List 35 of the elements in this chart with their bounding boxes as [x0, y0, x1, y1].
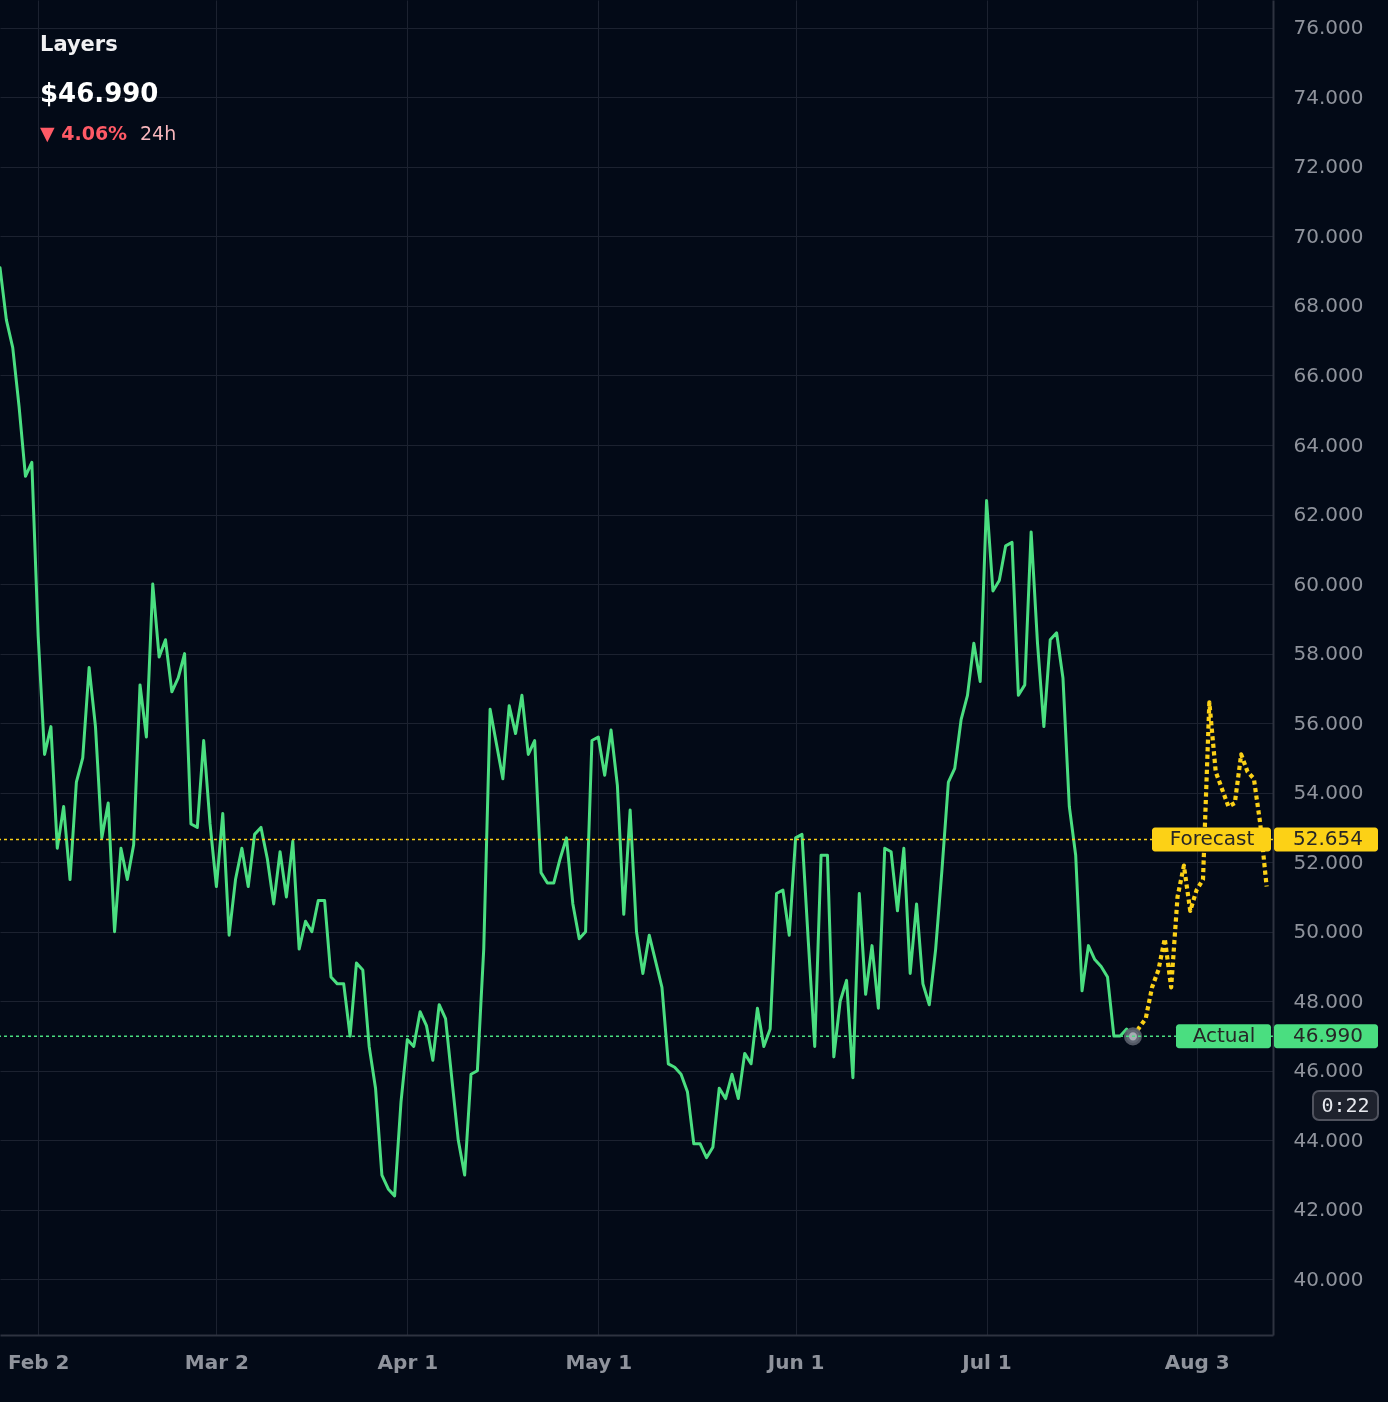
y-tick-label: 40.000 [1293, 1266, 1364, 1291]
y-tick-label: 64.000 [1293, 432, 1364, 457]
y-tick-label: 68.000 [1293, 293, 1364, 318]
y-tick-label: 74.000 [1293, 84, 1364, 109]
x-tick-label: Jul 1 [960, 1349, 1012, 1374]
y-tick-label: 76.000 [1293, 15, 1364, 40]
annotation: $46.990 [40, 78, 159, 108]
y-tick-label: 44.000 [1293, 1127, 1364, 1152]
ref-line-label: Actual [1192, 1023, 1256, 1048]
y-tick-label: 66.000 [1293, 362, 1364, 387]
x-tick-label: Aug 3 [1164, 1349, 1230, 1374]
annotation: ▼ 4.06% [40, 122, 128, 144]
text: 52.654 [1293, 826, 1363, 851]
y-tick-label: 70.000 [1293, 223, 1364, 248]
x-tick-label: Jun 1 [765, 1349, 825, 1374]
y-tick-label: 62.000 [1293, 502, 1364, 527]
x-tick-label: Feb 2 [7, 1349, 70, 1374]
text: 0:22 [1321, 1092, 1370, 1117]
y-tick-label: 72.000 [1293, 154, 1364, 179]
ref-line-label: Forecast [1169, 826, 1255, 851]
annotation: Layers [40, 32, 118, 56]
y-tick-label: 54.000 [1293, 780, 1364, 805]
x-tick-label: Apr 1 [377, 1349, 439, 1374]
y-tick-label: 58.000 [1293, 641, 1364, 666]
y-tick-label: 56.000 [1293, 710, 1364, 735]
x-tick-label: May 1 [565, 1349, 633, 1374]
x-tick-label: Mar 2 [184, 1349, 249, 1374]
y-tick-label: 46.000 [1293, 1058, 1364, 1083]
y-tick-label: 60.000 [1293, 571, 1364, 596]
y-tick-label: 50.000 [1293, 919, 1364, 944]
y-tick-label: 52.000 [1293, 849, 1364, 874]
y-tick-label: 42.000 [1293, 1197, 1364, 1222]
annotation: 24h [140, 122, 177, 144]
y-tick-label: 48.000 [1293, 988, 1364, 1013]
text: 46.990 [1293, 1023, 1363, 1048]
